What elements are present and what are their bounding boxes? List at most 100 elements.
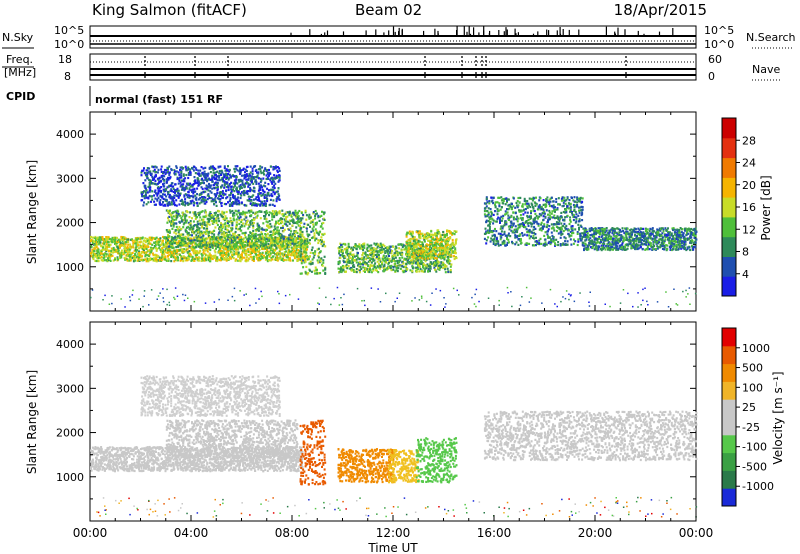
echo-cell [226,182,229,185]
echo-cell [244,213,246,216]
echo-cell [177,236,180,239]
echo-cell [151,236,154,239]
echo-cell [396,251,399,255]
echo-cell [259,257,262,260]
echo-cell [208,240,211,243]
echo-cell [182,250,185,253]
echo-cell [281,248,284,251]
echo-cell [235,178,238,181]
echo-cell [179,253,181,256]
echo-cell [222,193,225,197]
echo-cell [276,259,279,262]
echo-cell [252,177,255,180]
echo-cell [282,253,285,256]
echo-cell [237,192,240,196]
echo-cell [234,200,237,203]
echo-cell [208,252,211,255]
echo-cell [418,256,421,259]
echo-cell [221,171,224,174]
echo-cell [244,176,247,179]
echo-cell [316,212,318,215]
echo-cell [149,172,152,175]
echo-cell [230,204,233,207]
echo-cell [241,243,244,246]
echo-cell [119,242,122,245]
echo-cell [190,195,193,198]
echo-cell [434,269,437,272]
echo-cell [204,243,207,246]
echo-cell [214,167,217,170]
echo-cell [239,244,242,247]
echo-cell [284,212,287,215]
echo-cell [187,182,190,185]
echo-cell [163,179,166,182]
echo-cell [411,265,414,269]
echo-cell [251,195,253,198]
echo-cell [415,261,418,264]
echo-cell [260,184,263,188]
echo-cell [352,248,354,251]
echo-cell [175,252,178,255]
echo-cell [208,167,211,170]
echo-cell [180,172,183,175]
echo-cell [320,242,323,246]
echo-cell [288,250,291,253]
echo-cell [246,165,249,168]
echo-cell [376,250,379,253]
echo-cell [224,228,227,231]
echo-cell [199,216,202,219]
echo-cell [399,267,402,270]
echo-cell [386,251,389,254]
echo-cell [257,239,260,242]
echo-cell [122,253,125,256]
echo-cell [355,248,358,251]
echo-cell [297,237,299,240]
echo-cell [103,248,106,251]
echo-cell [165,188,168,191]
echo-cell [278,234,281,238]
echo-cell [233,183,236,186]
echo-cell [266,257,269,260]
echo-cell [401,243,404,246]
echo-cell [245,169,248,173]
echo-cell [352,261,354,264]
echo-cell [156,171,159,174]
echo-cell [223,202,226,206]
date-title: 18/Apr/2015 [614,1,707,19]
echo-cell [182,186,185,189]
echo-cell [208,214,210,217]
echo-cell [261,193,264,197]
echo-cell [221,255,224,258]
echo-cell [170,238,173,241]
echo-cell [129,253,132,256]
echo-cell [311,262,314,265]
echo-cell [160,243,163,246]
echo-cell [243,194,246,197]
echo-cell [197,212,200,215]
echo-cell [300,218,303,221]
echo-cell [293,221,296,224]
echo-cell [162,178,164,181]
echo-cell [223,239,226,242]
echo-cell [236,236,239,239]
echo-cell [196,235,199,239]
echo-cell [271,258,274,261]
echo-cell [266,199,269,203]
echo-cell [238,201,241,204]
echo-cell [130,252,133,255]
echo-cell [247,237,250,240]
echo-cell [206,186,209,189]
echo-cell [278,167,281,170]
echo-cell [95,239,97,242]
echo-cell [140,245,143,249]
echo-cell [96,237,99,240]
echo-cell [398,243,401,246]
echo-cell [384,268,387,271]
echo-cell [295,214,298,217]
echo-cell [105,247,108,250]
echo-cell [277,238,280,241]
echo-cell [237,228,240,231]
echo-cell [392,268,395,271]
echo-cell [293,243,296,246]
echo-cell [257,203,260,206]
